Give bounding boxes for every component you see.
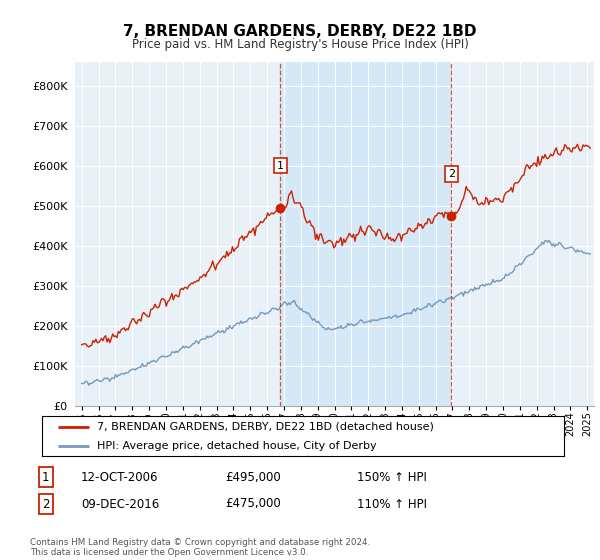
Text: 1: 1 bbox=[42, 470, 49, 484]
Text: £495,000: £495,000 bbox=[225, 470, 281, 484]
Bar bbox=[280, 62, 451, 406]
Text: 09-DEC-2016: 09-DEC-2016 bbox=[81, 497, 159, 511]
Text: Price paid vs. HM Land Registry's House Price Index (HPI): Price paid vs. HM Land Registry's House … bbox=[131, 38, 469, 51]
Text: 2: 2 bbox=[448, 169, 455, 179]
Text: £475,000: £475,000 bbox=[225, 497, 281, 511]
Text: 12-OCT-2006: 12-OCT-2006 bbox=[81, 470, 158, 484]
Text: HPI: Average price, detached house, City of Derby: HPI: Average price, detached house, City… bbox=[97, 441, 376, 450]
Text: 1: 1 bbox=[277, 161, 284, 171]
Text: 7, BRENDAN GARDENS, DERBY, DE22 1BD: 7, BRENDAN GARDENS, DERBY, DE22 1BD bbox=[123, 24, 477, 39]
Text: 110% ↑ HPI: 110% ↑ HPI bbox=[357, 497, 427, 511]
Text: 150% ↑ HPI: 150% ↑ HPI bbox=[357, 470, 427, 484]
Text: Contains HM Land Registry data © Crown copyright and database right 2024.
This d: Contains HM Land Registry data © Crown c… bbox=[30, 538, 370, 557]
Text: 2: 2 bbox=[42, 497, 49, 511]
Text: 7, BRENDAN GARDENS, DERBY, DE22 1BD (detached house): 7, BRENDAN GARDENS, DERBY, DE22 1BD (det… bbox=[97, 422, 434, 432]
